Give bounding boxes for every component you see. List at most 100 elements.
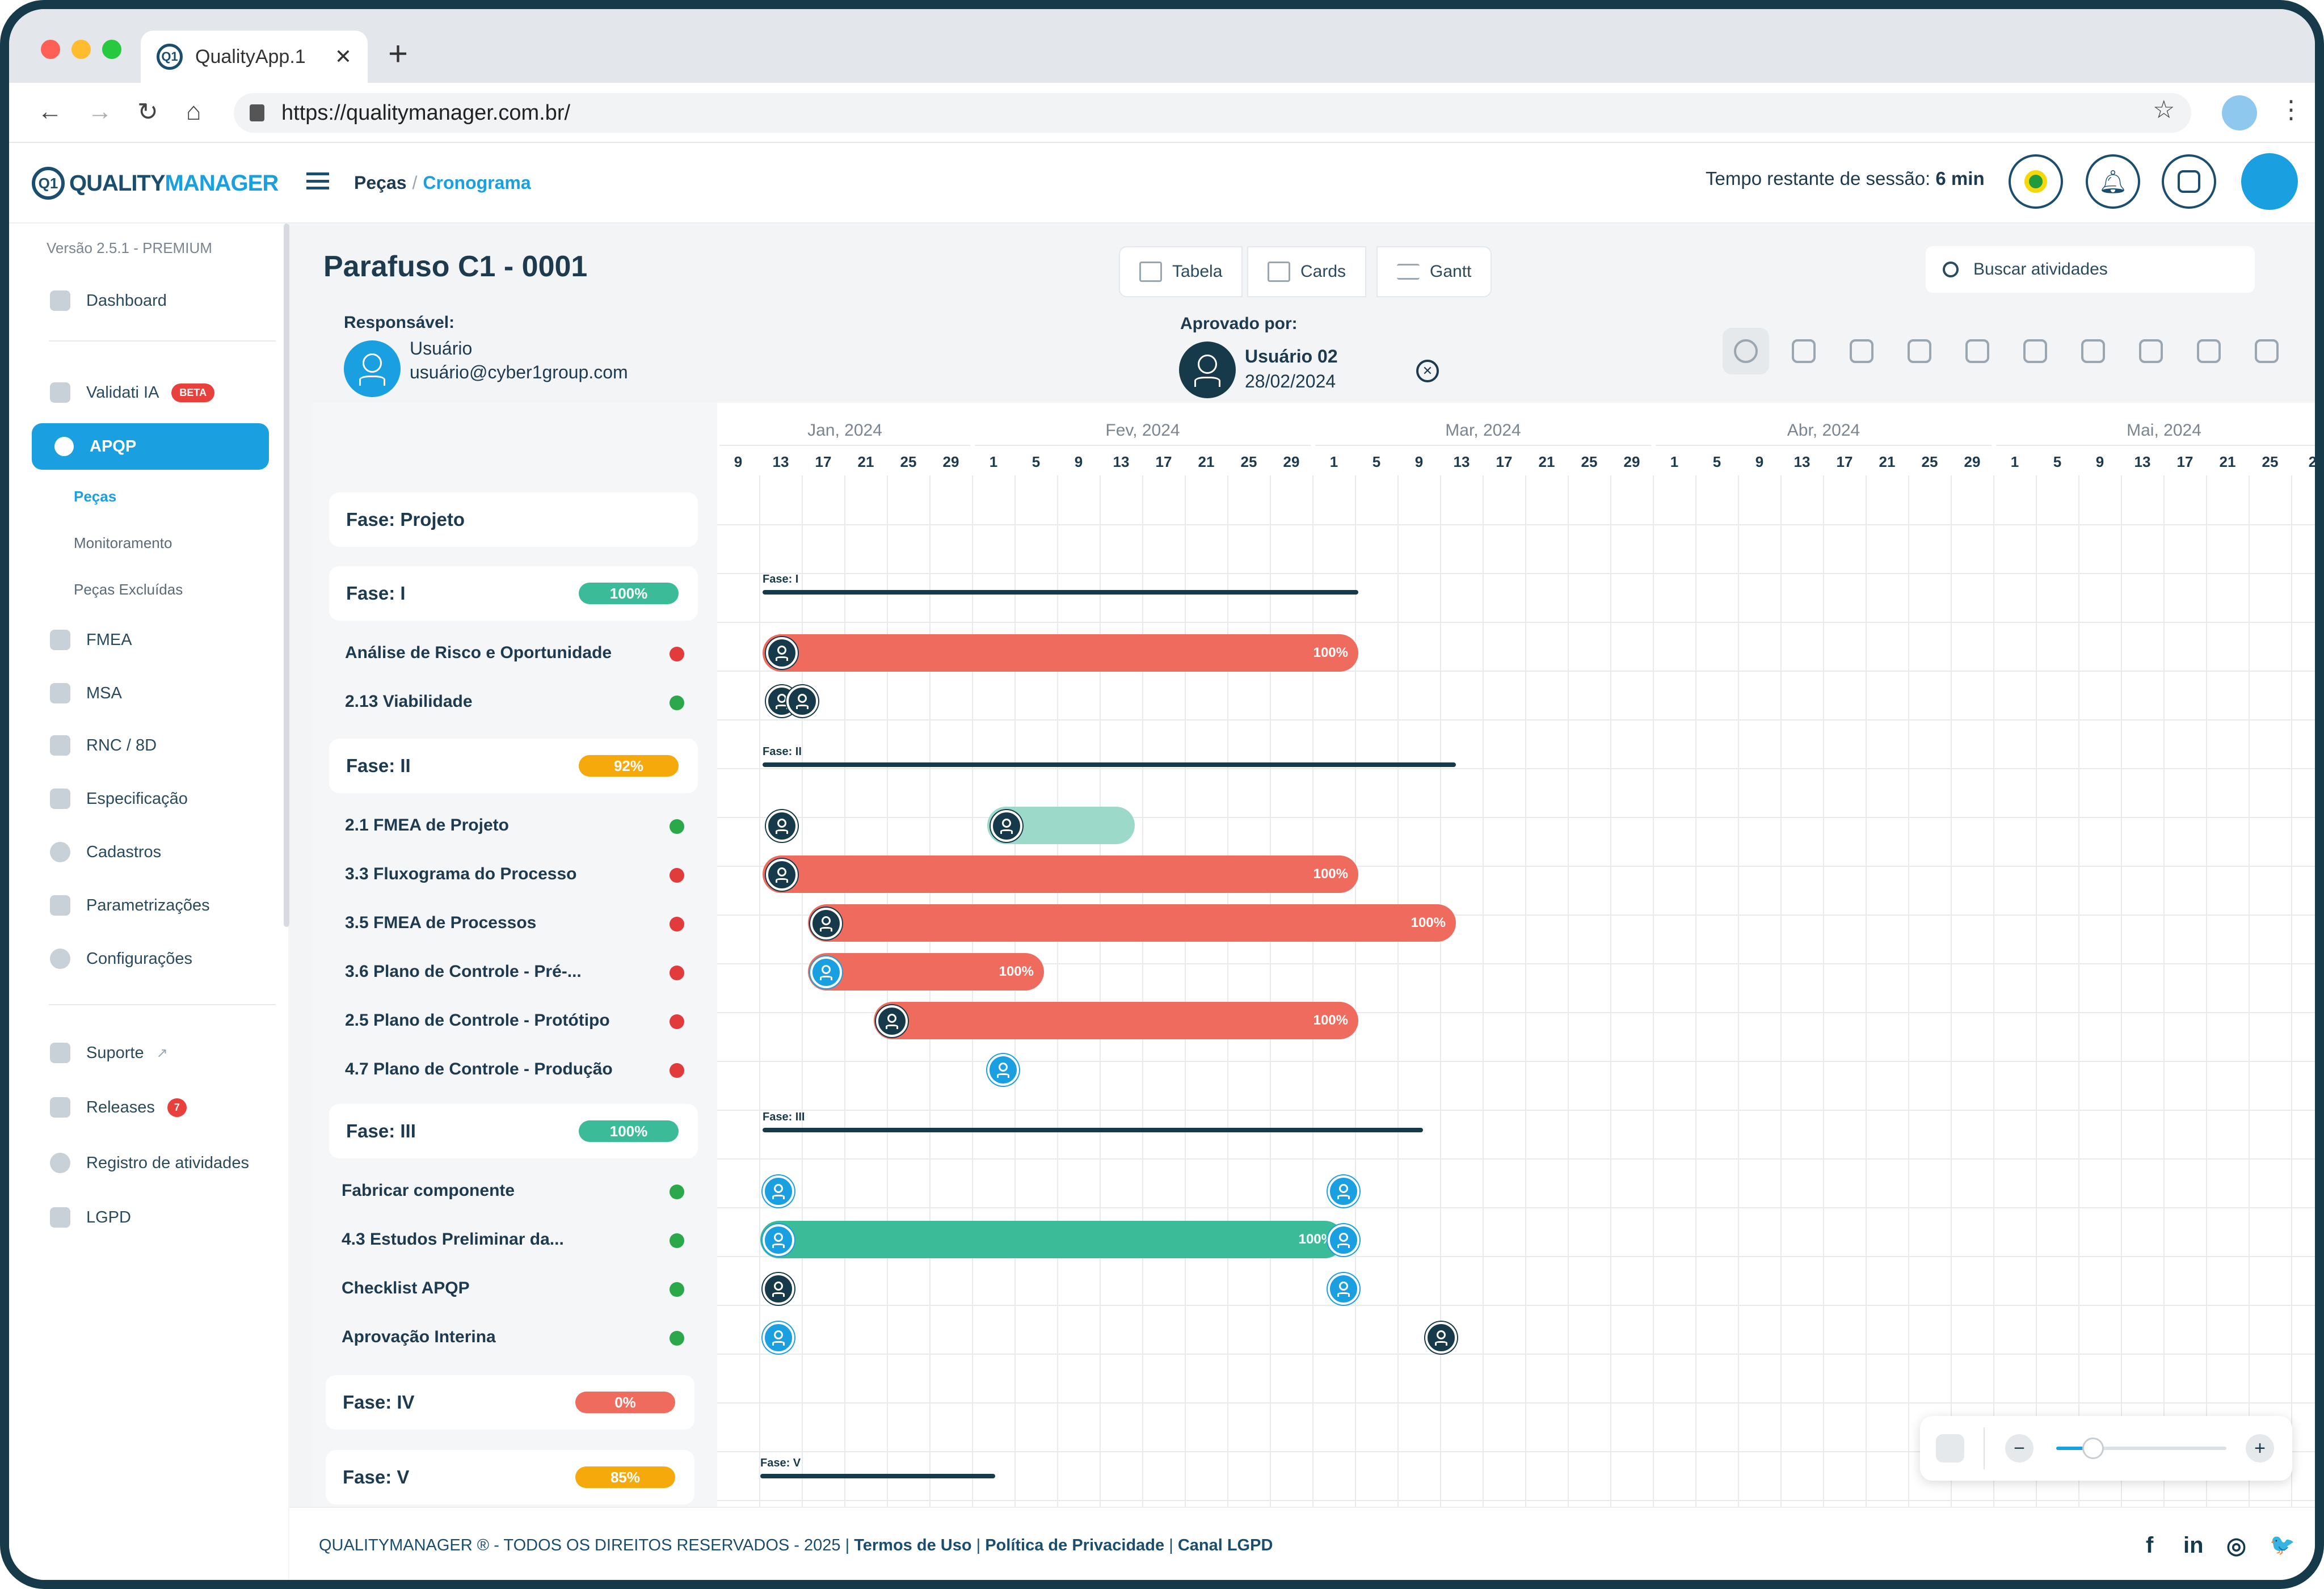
profile-icon[interactable]	[2222, 95, 2257, 130]
assignee-avatar[interactable]	[786, 685, 818, 717]
privacy-link[interactable]: Política de Privacidade	[985, 1536, 1165, 1554]
home-icon[interactable]: ⌂	[186, 98, 201, 125]
sidebar-item-lgpd[interactable]: LGPD	[50, 1207, 131, 1228]
sidebar-item-msa[interactable]: MSA	[50, 683, 122, 703]
back-icon[interactable]: ←	[37, 98, 62, 125]
tab-gantt[interactable]: Gantt	[1376, 246, 1492, 297]
assignee-avatar[interactable]	[763, 1273, 794, 1305]
activity-name[interactable]: Checklist APQP	[342, 1279, 470, 1297]
upload-button[interactable]	[2186, 328, 2232, 374]
document-button[interactable]	[2243, 328, 2290, 374]
assignee-avatar[interactable]	[763, 1322, 794, 1354]
apps-button[interactable]	[1954, 328, 2001, 374]
sidebar-subitem-pecas[interactable]: Peças	[74, 488, 117, 505]
sidebar-item-releases[interactable]: Releases 7	[50, 1097, 187, 1118]
remove-approval-icon[interactable]: ✕	[1416, 360, 1439, 382]
minimize-window-icon[interactable]	[71, 40, 91, 59]
twitter-icon[interactable]: 🐦	[2270, 1533, 2295, 1556]
tab-close-icon[interactable]: ✕	[334, 45, 352, 68]
maximize-window-icon[interactable]	[102, 40, 121, 59]
terms-link[interactable]: Termos de Uso	[854, 1536, 972, 1554]
add-grid-button[interactable]	[1780, 328, 1827, 374]
sidebar-item-registro[interactable]: Registro de atividades	[50, 1153, 249, 1173]
task-bar[interactable]: 100%	[763, 634, 1358, 672]
phase-card-1[interactable]: Fase: I 100%	[329, 566, 698, 621]
assignee-avatar[interactable]	[1328, 1175, 1359, 1207]
task-bar[interactable]: 100%	[808, 904, 1456, 942]
assignee-avatar[interactable]	[987, 1054, 1019, 1086]
phase-card-4[interactable]: Fase: IV 0%	[326, 1375, 694, 1430]
tab-cards[interactable]: Cards	[1247, 246, 1367, 297]
gantt-scrollbar[interactable]	[2317, 403, 2324, 698]
sidebar-item-especificacao[interactable]: Especificação	[50, 789, 188, 809]
instagram-icon[interactable]: ◎	[2226, 1533, 2246, 1558]
sidebar-item-fmea[interactable]: FMEA	[50, 630, 132, 650]
assignee-avatar[interactable]	[763, 1224, 794, 1256]
copy-button[interactable]	[2128, 328, 2174, 374]
assignee-avatar[interactable]	[810, 956, 842, 988]
notifications-button[interactable]: 🔔︎	[2086, 154, 2140, 209]
lgpd-link[interactable]: Canal LGPD	[1177, 1536, 1273, 1554]
url-input[interactable]: https://qualitymanager.com.br/	[234, 93, 2191, 133]
sidebar-item-validati[interactable]: Validati IA BETA	[50, 382, 215, 403]
activity-name[interactable]: 3.5 FMEA de Processos	[345, 913, 537, 932]
activity-name[interactable]: 2.13 Viabilidade	[345, 692, 473, 711]
zoom-out-icon[interactable]: −	[2005, 1434, 2034, 1462]
task-bar[interactable]: 100%	[760, 1221, 1344, 1258]
menu-toggle-icon[interactable]	[306, 172, 329, 189]
sidebar-subitem-monitoramento[interactable]: Monitoramento	[74, 534, 172, 551]
user-avatar[interactable]	[2241, 153, 2298, 210]
sidebar-item-cadastros[interactable]: Cadastros	[50, 842, 161, 862]
zoom-slider[interactable]	[2056, 1447, 2226, 1450]
breadcrumb-pecas[interactable]: Peças	[354, 172, 407, 193]
phase-card-5[interactable]: Fase: V 85%	[326, 1450, 694, 1504]
activity-name[interactable]: 4.7 Plano de Controle - Produção	[345, 1060, 613, 1078]
sidebar-subitem-excluidas[interactable]: Peças Excluídas	[74, 581, 183, 598]
zoom-in-icon[interactable]: +	[2246, 1434, 2274, 1462]
zoom-slider-handle[interactable]	[2082, 1438, 2104, 1459]
phase-card-projeto[interactable]: Fase: Projeto	[329, 492, 698, 547]
zoom-list-icon[interactable]	[1936, 1434, 1964, 1462]
new-tab-icon[interactable]: +	[388, 35, 409, 73]
sidebar-item-rnc[interactable]: RNC / 8D	[50, 735, 157, 756]
report-button[interactable]	[2012, 328, 2058, 374]
assignee-avatar[interactable]	[1425, 1322, 1457, 1354]
activity-name[interactable]: 4.3 Estudos Preliminar da...	[342, 1230, 564, 1249]
forward-icon[interactable]: →	[87, 98, 112, 125]
assignee-avatar[interactable]	[810, 908, 842, 939]
assignee-avatar[interactable]	[876, 1005, 908, 1037]
view-toggle-button[interactable]	[1723, 328, 1769, 374]
activity-name[interactable]: 3.6 Plano de Controle - Pré-...	[345, 962, 582, 981]
logo[interactable]: Q1 QUALITYMANAGER	[32, 167, 279, 200]
bookmark-star-icon[interactable]: ☆	[2153, 96, 2175, 124]
activity-name[interactable]: Análise de Risco e Oportunidade	[345, 643, 612, 662]
reload-icon[interactable]: ↻	[137, 98, 158, 126]
assignee-avatar[interactable]	[763, 1175, 794, 1207]
task-bar[interactable]: 100%	[874, 1002, 1358, 1039]
compare-button[interactable]	[1896, 328, 1943, 374]
sidebar-item-parametrizacoes[interactable]: Parametrizações	[50, 895, 210, 916]
phase-card-3[interactable]: Fase: III 100%	[329, 1104, 698, 1158]
assignee-avatar[interactable]	[766, 810, 798, 842]
sidebar-item-apqp[interactable]: APQP	[32, 423, 269, 470]
collapse-panel-button[interactable]	[2162, 154, 2216, 209]
task-bar[interactable]: 100%	[763, 855, 1358, 893]
phase-card-2[interactable]: Fase: II 92%	[329, 739, 698, 793]
browser-tab[interactable]: Q1 QualityApp.1 ✕	[141, 31, 368, 83]
assignee-avatar[interactable]	[766, 859, 798, 891]
tab-tabela[interactable]: Tabela	[1119, 246, 1243, 297]
assignee-avatar[interactable]	[766, 637, 798, 669]
assignee-avatar[interactable]	[1328, 1224, 1359, 1256]
activity-name[interactable]: 3.3 Fluxograma do Processo	[345, 865, 577, 883]
sidebar-item-dashboard[interactable]: Dashboard	[50, 290, 167, 311]
facebook-icon[interactable]: f	[2146, 1533, 2154, 1558]
assignee-avatar[interactable]	[1328, 1273, 1359, 1305]
assignee-avatar[interactable]	[991, 810, 1022, 842]
language-button[interactable]	[2009, 154, 2063, 209]
hexagon-button[interactable]	[1838, 328, 1885, 374]
close-window-icon[interactable]	[41, 40, 60, 59]
print-button[interactable]	[2070, 328, 2116, 374]
activity-name[interactable]: 2.1 FMEA de Projeto	[345, 816, 509, 834]
activity-name[interactable]: Fabricar componente	[342, 1181, 515, 1200]
search-input[interactable]: Buscar atividades	[1926, 246, 2255, 293]
